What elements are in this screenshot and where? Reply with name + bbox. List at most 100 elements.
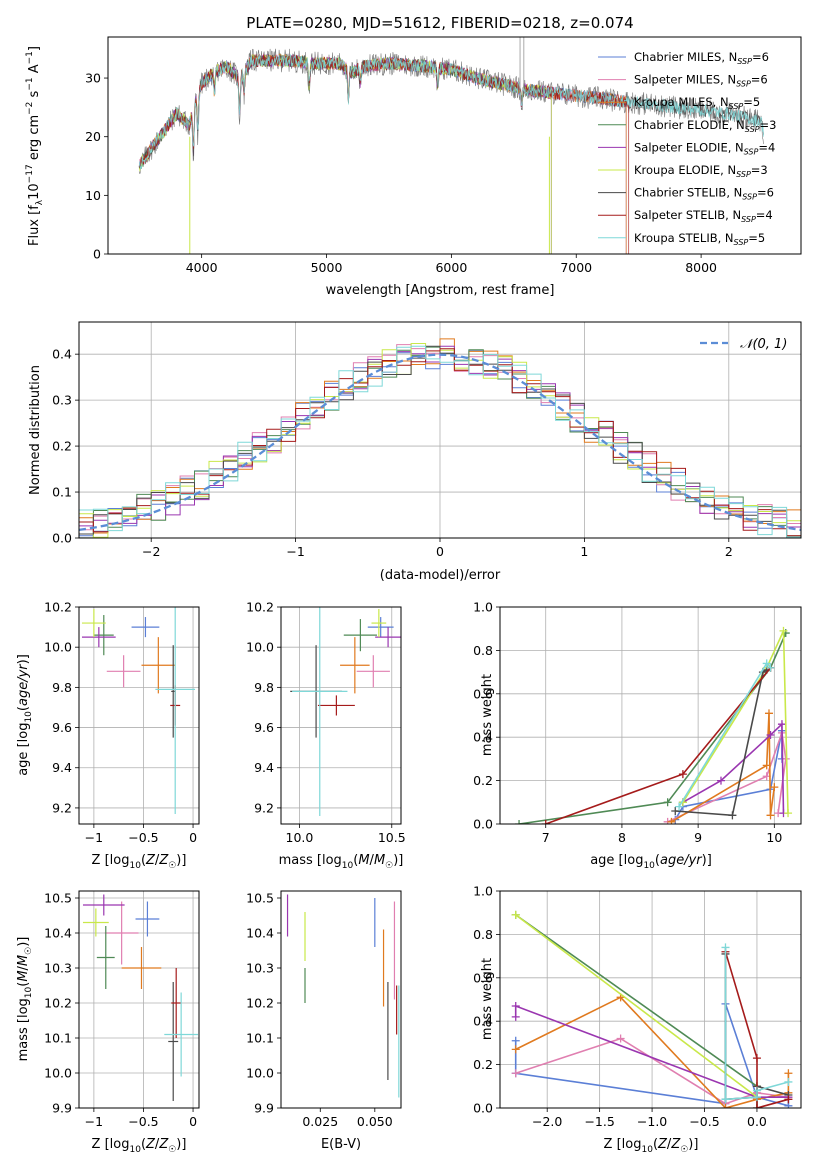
label-part: 10: [27, 183, 42, 200]
y-tick-label: 10.3: [44, 961, 72, 976]
x-tick-label: 0: [189, 830, 197, 845]
weight-marker: [784, 809, 793, 818]
label-part: /: [370, 853, 375, 868]
legend-label: Chabrier STELIB, NSSP=6: [634, 186, 774, 202]
y-tick-label: 0.8: [473, 643, 493, 658]
mass-vs-Z-frame: [78, 890, 200, 1109]
normal-legend-label: 𝒩(0, 1): [740, 337, 787, 352]
label-part: M: [16, 955, 31, 966]
y-tick-label: 10.5: [246, 891, 274, 906]
weight-vs-Z-axes: [496, 890, 802, 1112]
age-vs-mass-xlabel: mass [log10(M/M☉)]: [279, 853, 404, 871]
mass-vs-Z-ylabel: mass [log10(M/M☉)]: [16, 937, 34, 1062]
x-tick-label: 0.050: [357, 1114, 393, 1129]
label-part: Z: [145, 853, 156, 868]
weight-line: [675, 669, 768, 817]
label-part: −17: [25, 164, 35, 183]
label-part: /: [16, 965, 31, 970]
label-part: age [log: [16, 723, 31, 776]
x-tick-label: −2: [142, 544, 160, 559]
label-part: 10: [641, 1145, 653, 1155]
weight-vs-Z-plot-area: [500, 891, 801, 1108]
legend-count: =6: [752, 50, 769, 64]
label-part: )]: [688, 1137, 698, 1152]
weight-marker: [752, 1054, 761, 1063]
age-vs-mass-plot-area: [281, 607, 401, 824]
x-tick-label: −1.0: [637, 1114, 667, 1129]
label-part: (: [16, 982, 31, 987]
weight-marker: [777, 720, 786, 729]
weight-marker: [770, 783, 779, 792]
weight-marker: [728, 811, 737, 820]
weight-line: [514, 1004, 789, 1098]
normal-curve: [79, 353, 801, 532]
y-tick-label: 0.4: [473, 1014, 493, 1029]
legend-name: Salpeter ELODIE, N: [634, 140, 744, 154]
label-part: )]: [176, 1137, 186, 1152]
mass-vs-EBV-frame: [280, 890, 402, 1109]
label-part: 10: [129, 861, 141, 871]
figure-title: PLATE=0280, MJD=51612, FIBERID=0218, z=0…: [246, 14, 633, 32]
weight-marker: [784, 1077, 793, 1086]
x-tick-label: 8: [618, 830, 626, 845]
label-part: Z: [145, 1137, 156, 1152]
label-part: Z: [158, 1137, 169, 1152]
weight-marker: [663, 798, 672, 807]
weight-marker: [784, 1069, 793, 1078]
label-part: (: [353, 853, 358, 868]
label-part: Flux [f: [27, 205, 42, 246]
label-part: s: [27, 90, 42, 101]
label-part: A: [27, 64, 42, 77]
label-part: (: [141, 853, 146, 868]
y-tick-label: 10.3: [246, 961, 274, 976]
y-tick-label: 0.2: [473, 773, 493, 788]
y-tick-label: 30: [85, 71, 101, 86]
weight-marker: [721, 1095, 730, 1104]
weight-marker: [541, 820, 550, 824]
spectrum-frame: [107, 36, 802, 255]
legend-label: Kroupa MILES, NSSP=5: [634, 95, 760, 111]
legend-label: Salpeter MILES, NSSP=6: [634, 73, 768, 89]
weight-vs-Z-ylabel: mass weight: [480, 958, 495, 1040]
y-tick-label: 9.6: [52, 720, 72, 735]
weight-marker: [511, 910, 520, 919]
y-tick-label: 0.0: [473, 1101, 493, 1116]
x-tick-label: 5000: [311, 260, 343, 275]
y-tick-label: 10.2: [246, 996, 274, 1011]
y-tick-label: 0.0: [52, 531, 72, 546]
y-tick-label: 0.1: [52, 485, 72, 500]
weight-marker: [616, 1034, 625, 1043]
label-part: age/yr: [16, 663, 31, 706]
y-tick-label: 0.6: [473, 970, 493, 985]
y-tick-label: 0.8: [473, 927, 493, 942]
x-tick-label: 0: [189, 1114, 197, 1129]
x-tick-label: 10.5: [378, 830, 406, 845]
y-tick-label: 20: [85, 129, 101, 144]
weight-marker: [752, 1104, 761, 1108]
weight-marker: [511, 1069, 520, 1078]
label-part: /: [155, 853, 160, 868]
x-tick-label: 7000: [560, 260, 592, 275]
weight-marker: [511, 1045, 520, 1054]
y-tick-label: 10.1: [246, 1031, 274, 1046]
spectrum-xlabel: wavelength [Angstrom, rest frame]: [326, 283, 555, 298]
legend-count: =3: [760, 118, 777, 132]
label-part: −2: [25, 102, 35, 115]
label-part: M: [16, 970, 31, 981]
legend-label: Chabrier MILES, NSSP=6: [634, 50, 769, 66]
label-part: )]: [393, 853, 403, 868]
age-vs-Z-frame: [78, 606, 200, 825]
x-tick-label: −0.5: [128, 830, 158, 845]
age-vs-mass-frame: [280, 606, 402, 825]
legend-name: Chabrier STELIB, N: [634, 186, 742, 200]
legend-label: Kroupa ELODIE, NSSP=3: [634, 163, 768, 179]
y-tick-label: 9.8: [254, 680, 274, 695]
legend-label: Salpeter STELIB, NSSP=4: [634, 208, 773, 224]
spectrum-model-line: [138, 54, 630, 254]
weight-vs-age-marks: [515, 626, 793, 824]
label-part: Z [log: [604, 1137, 642, 1152]
mass-vs-EBV-plot-area: [281, 891, 401, 1108]
x-tick-label: 6000: [435, 260, 467, 275]
label-part: 10: [24, 986, 34, 998]
age-vs-Z-marks: [81, 607, 196, 814]
